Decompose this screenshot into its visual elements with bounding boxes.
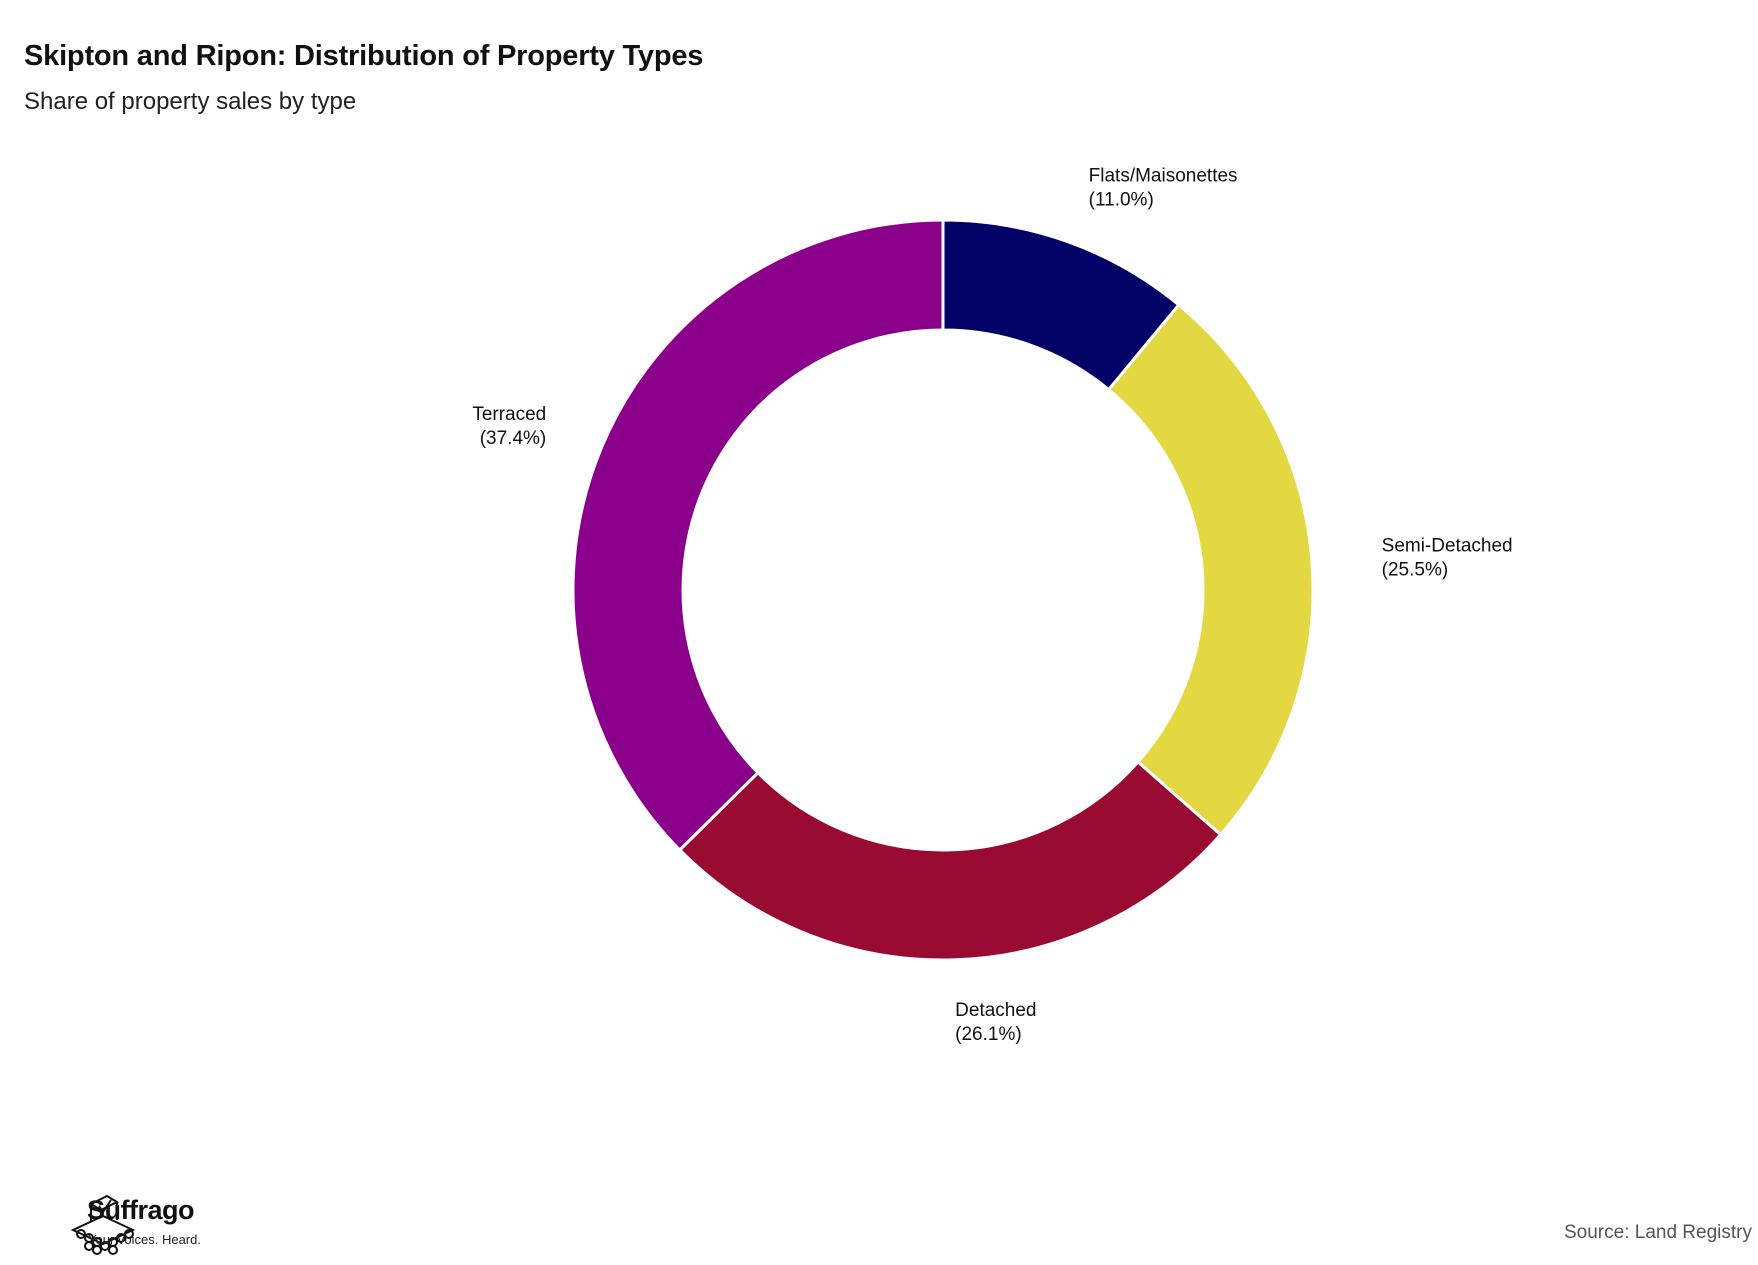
slice-labels: Flats/Maisonettes (11.0%) Semi-Detached (25…	[472, 165, 1512, 1044]
suffrago-logo-icon	[70, 1194, 136, 1255]
donut-slice-detached	[677, 759, 1223, 962]
donut-slices	[571, 218, 1315, 962]
slice-label-detached: Detached (26.1%)	[955, 1000, 1036, 1045]
donut-slice-terraced	[571, 218, 945, 853]
slice-label-flats-maisonettes: Flats/Maisonettes (11.0%)	[1089, 165, 1238, 210]
chart-title: Skipton and Ripon: Distribution of Prope…	[24, 40, 704, 72]
source-note: Source: Land Registry	[1564, 1222, 1752, 1243]
slice-label-terraced: Terraced (37.4%)	[472, 404, 546, 449]
donut-slice-semi-detached	[1106, 302, 1315, 837]
chart-subtitle: Share of property sales by type	[24, 88, 357, 115]
brand-name: Suffrago	[87, 1195, 195, 1225]
slice-label-semi-detached: Semi-Detached (25.5%)	[1382, 535, 1513, 580]
brand-tagline: Your voices. Heard.	[88, 1232, 201, 1247]
